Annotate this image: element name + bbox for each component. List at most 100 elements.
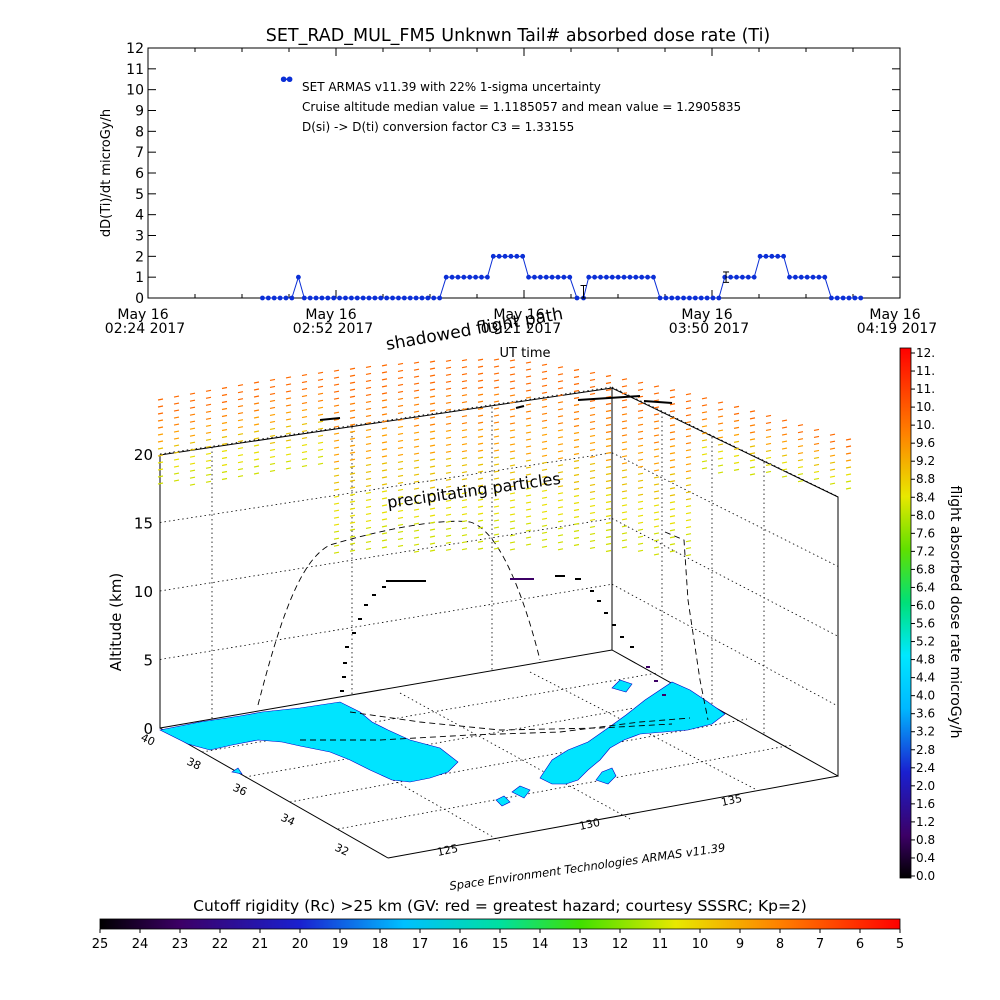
particle-mark — [413, 382, 420, 385]
colorbar-tick-label: 11 — [652, 937, 669, 952]
particle-mark — [525, 480, 532, 483]
particle-mark — [477, 421, 484, 424]
data-point — [692, 295, 698, 301]
particle-mark — [477, 414, 484, 417]
particle-mark — [173, 444, 180, 447]
particle-mark — [541, 538, 548, 541]
particle-mark — [253, 409, 260, 412]
particle-mark — [445, 548, 452, 551]
particle-mark — [813, 470, 820, 474]
particle-mark — [221, 400, 228, 404]
colorbar-tick-label: 3.2 — [916, 725, 935, 739]
particle-mark — [621, 490, 628, 493]
particle-mark — [269, 441, 276, 445]
particle-mark — [285, 453, 292, 456]
particle-mark — [173, 458, 180, 461]
particle-mark — [381, 483, 388, 486]
particle-mark — [381, 518, 388, 521]
particle-mark — [269, 455, 276, 459]
particle-mark — [589, 483, 596, 487]
particle-mark — [589, 532, 596, 536]
particle-mark — [477, 393, 484, 396]
particle-mark — [557, 506, 564, 509]
particle-mark — [349, 542, 356, 545]
particle-mark — [381, 476, 388, 479]
particle-mark — [365, 491, 372, 495]
particle-mark — [397, 362, 404, 366]
particle-mark — [429, 430, 436, 433]
particle-mark — [493, 470, 500, 473]
particle-mark — [685, 498, 692, 501]
particle-mark — [685, 470, 692, 473]
particle-mark — [573, 396, 580, 400]
particle-mark — [317, 378, 324, 381]
particle-mark — [429, 437, 436, 440]
particle-mark — [685, 442, 692, 445]
particle-mark — [205, 431, 212, 434]
particle-mark — [493, 526, 500, 529]
y-tick-label: 7 — [135, 145, 144, 161]
particle-mark — [653, 469, 660, 472]
particle-mark — [445, 373, 452, 376]
particle-mark — [653, 553, 660, 556]
particle-mark — [685, 400, 692, 403]
data-point — [769, 253, 775, 259]
particle-mark — [349, 514, 356, 517]
particle-mark — [717, 415, 724, 418]
particle-mark — [589, 427, 596, 431]
particle-mark — [637, 535, 644, 538]
particle-mark — [605, 479, 612, 483]
particle-mark — [765, 421, 772, 424]
colorbar-tick-label: 4.4 — [916, 671, 935, 685]
particle-mark — [365, 477, 372, 481]
particle-mark — [557, 520, 564, 523]
particle-mark — [829, 461, 836, 464]
particle-mark — [413, 473, 420, 476]
particle-mark — [397, 481, 404, 485]
particle-mark — [365, 505, 372, 509]
particle-mark — [845, 445, 852, 448]
data-point — [502, 253, 508, 259]
colorbar-tick-label: 19 — [332, 937, 349, 952]
y-tick-label: 0 — [135, 291, 144, 307]
particle-mark — [653, 546, 660, 549]
particle-mark — [317, 434, 324, 437]
particle-mark — [397, 537, 404, 541]
particle-mark — [317, 385, 324, 388]
particle-mark — [637, 514, 644, 517]
particle-mark — [637, 472, 644, 475]
altitude-tick-label: 5 — [143, 652, 153, 670]
particle-mark — [429, 458, 436, 461]
x-tick-date: May 16 — [681, 307, 732, 323]
data-point — [413, 295, 419, 301]
particle-mark — [253, 430, 260, 433]
particle-mark — [237, 440, 244, 443]
particle-mark — [157, 482, 164, 485]
particle-mark — [653, 392, 660, 395]
particle-mark — [173, 465, 180, 468]
particle-mark — [189, 483, 196, 486]
particle-mark — [333, 453, 340, 456]
data-point — [627, 274, 633, 280]
y-tick-label: 3 — [135, 229, 144, 245]
particle-mark — [173, 479, 180, 482]
particle-mark — [685, 505, 692, 508]
particle-mark — [429, 493, 436, 496]
particle-mark — [589, 420, 596, 424]
particle-mark — [381, 448, 388, 451]
particle-mark — [461, 408, 468, 411]
particle-mark — [701, 411, 708, 414]
particle-mark — [205, 438, 212, 441]
top-projection — [319, 395, 673, 421]
particle-mark — [429, 549, 436, 552]
particle-mark — [701, 404, 708, 407]
y-tick-label: 12 — [126, 41, 144, 57]
particle-mark — [461, 506, 468, 509]
particle-mark — [381, 434, 388, 437]
particle-mark — [605, 493, 612, 497]
particle-mark — [525, 529, 532, 532]
colorbar-tick-label: 23 — [172, 937, 189, 952]
particle-mark — [429, 395, 436, 398]
particle-mark — [525, 361, 532, 364]
particle-mark — [509, 373, 516, 376]
